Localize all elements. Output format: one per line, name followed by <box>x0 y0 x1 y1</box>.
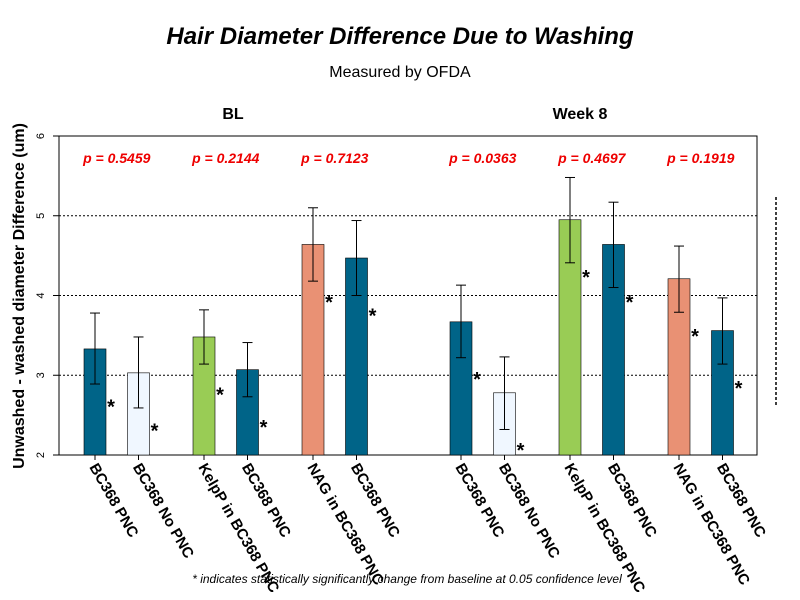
y-axis-label: Unwashed - washed diameter Difference (u… <box>11 123 28 469</box>
significance-star: * <box>626 292 634 314</box>
footnote: * indicates statistically significantly … <box>192 572 622 586</box>
significance-star: * <box>151 420 159 442</box>
x-tick-label: BC368 No PNC <box>495 461 563 562</box>
significance-star: * <box>325 292 333 314</box>
p-value-label: p = 0.7123 <box>300 150 369 166</box>
significance-star: * <box>582 267 590 289</box>
x-tick-label: NAG in BC368 PNC <box>670 461 754 589</box>
significance-star: * <box>517 440 525 462</box>
y-tick-label: 3 <box>35 372 47 378</box>
significance-star: * <box>735 378 743 400</box>
significance-star: * <box>369 305 377 327</box>
plot-frame <box>58 135 758 456</box>
chart-title: Hair Diameter Difference Due to Washing <box>166 23 634 50</box>
x-tick-label: BC368 No PNC <box>129 461 197 562</box>
y-tick-label: 2 <box>35 452 47 458</box>
significance-star: * <box>260 417 268 439</box>
p-value-label: p = 0.5459 <box>82 150 151 166</box>
significance-star: * <box>473 369 481 391</box>
p-value-label: p = 0.0363 <box>448 150 517 166</box>
p-value-label: p = 0.1919 <box>666 150 735 166</box>
p-value-label: p = 0.4697 <box>557 150 627 166</box>
group-label: BL <box>222 106 244 123</box>
significance-star: * <box>691 326 699 348</box>
chart-subtitle: Measured by OFDA <box>329 64 471 81</box>
x-tick-label: NAG in BC368 PNC <box>304 461 388 589</box>
group-label: Week 8 <box>553 106 608 123</box>
y-tick-label: 5 <box>35 213 47 219</box>
p-value-label: p = 0.2144 <box>191 150 260 166</box>
significance-star: * <box>216 384 224 406</box>
y-tick-label: 6 <box>35 133 47 139</box>
y-tick-label: 4 <box>35 292 47 298</box>
significance-star: * <box>107 396 115 418</box>
